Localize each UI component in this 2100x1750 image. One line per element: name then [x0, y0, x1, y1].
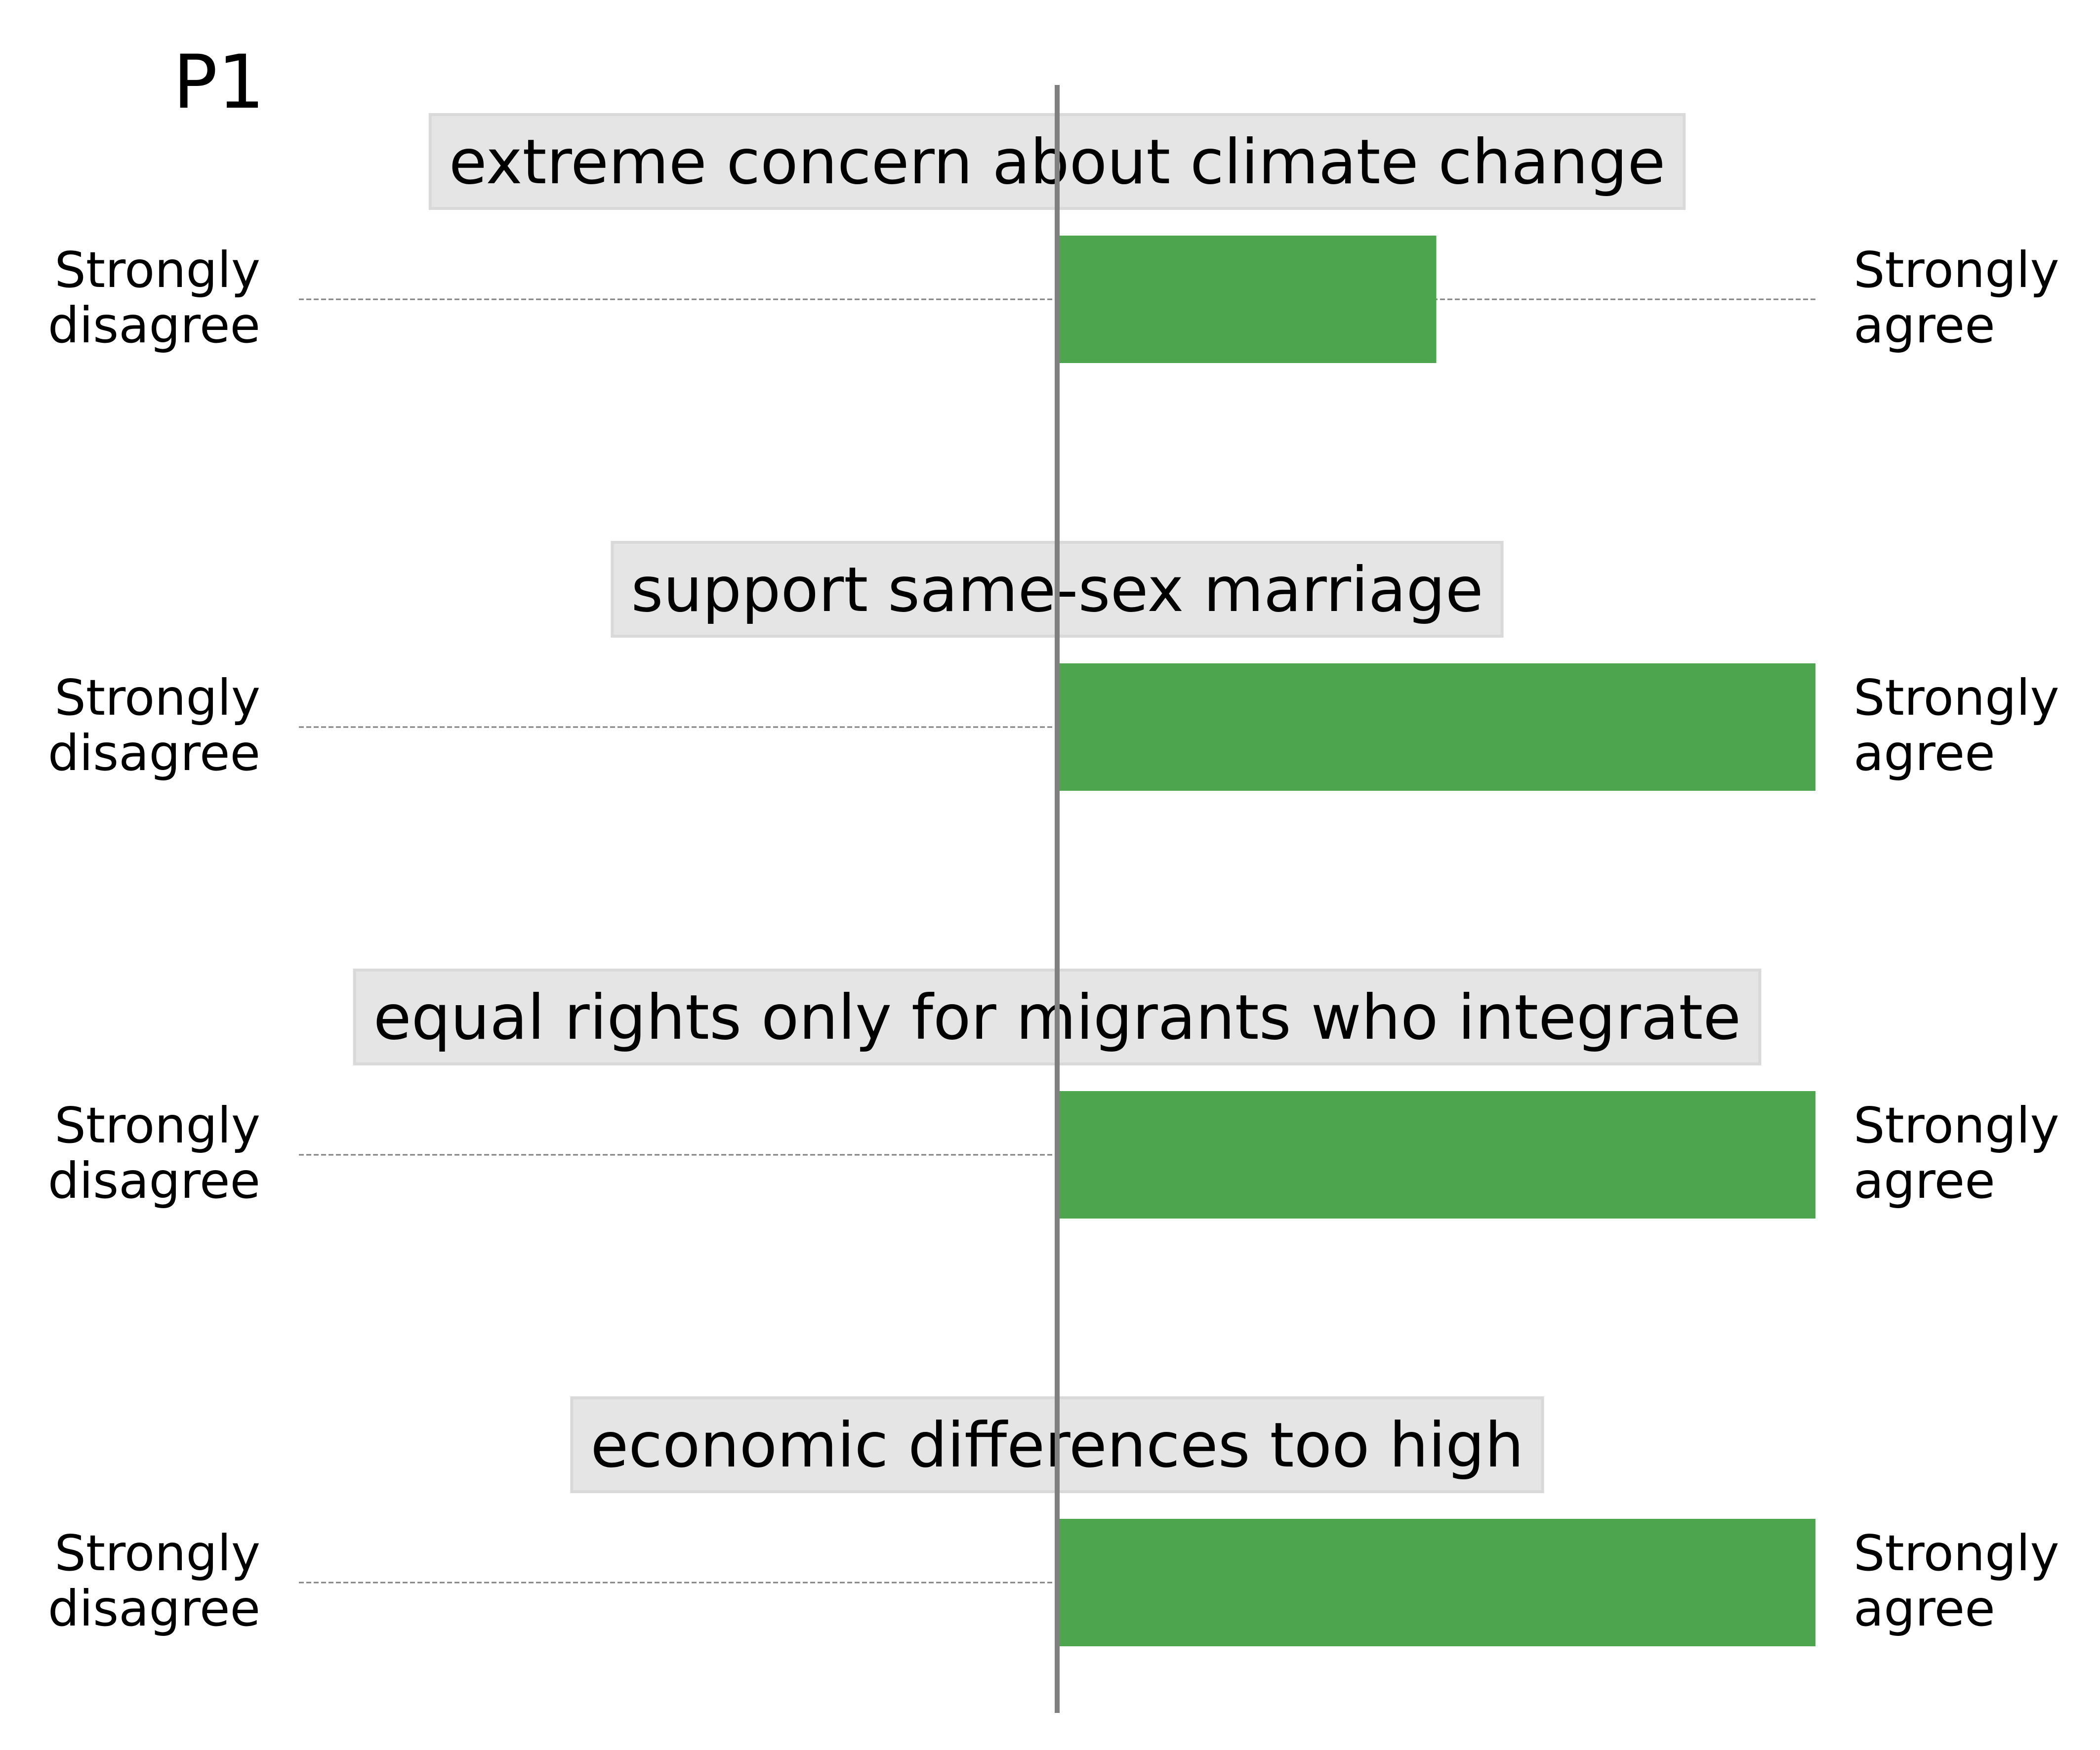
bar	[1057, 1091, 1815, 1219]
statement-row: support same-sex marriageStronglydisagre…	[48, 541, 2059, 791]
bar	[1057, 236, 1437, 363]
right-scale-label-line1: Strongly	[1853, 669, 2059, 727]
right-scale-label-line1: Strongly	[1853, 1524, 2059, 1582]
panel-label: P1	[173, 40, 265, 125]
right-scale-label-line2: agree	[1853, 724, 1995, 782]
left-scale-label-line1: Strongly	[54, 1097, 260, 1154]
rows: extreme concern about climate changeStro…	[48, 113, 2059, 1646]
statement-row: economic differences too highStronglydis…	[48, 1396, 2059, 1646]
statement-row: extreme concern about climate changeStro…	[48, 113, 2059, 363]
statement-row: equal rights only for migrants who integ…	[48, 969, 2059, 1219]
left-scale-label-line2: disagree	[48, 724, 260, 782]
right-scale-label-line2: agree	[1853, 296, 1995, 354]
right-scale-label-line2: agree	[1853, 1152, 1995, 1210]
right-scale-label-line2: agree	[1853, 1580, 1995, 1637]
right-scale-label-line1: Strongly	[1853, 1097, 2059, 1154]
bar	[1057, 1519, 1815, 1646]
bar	[1057, 663, 1815, 791]
left-scale-label-line1: Strongly	[54, 241, 260, 299]
left-scale-label-line1: Strongly	[54, 1524, 260, 1582]
left-scale-label-line1: Strongly	[54, 669, 260, 727]
right-scale-label-line1: Strongly	[1853, 241, 2059, 299]
left-scale-label-line2: disagree	[48, 1580, 260, 1637]
left-scale-label-line2: disagree	[48, 296, 260, 354]
left-scale-label-line2: disagree	[48, 1152, 260, 1210]
